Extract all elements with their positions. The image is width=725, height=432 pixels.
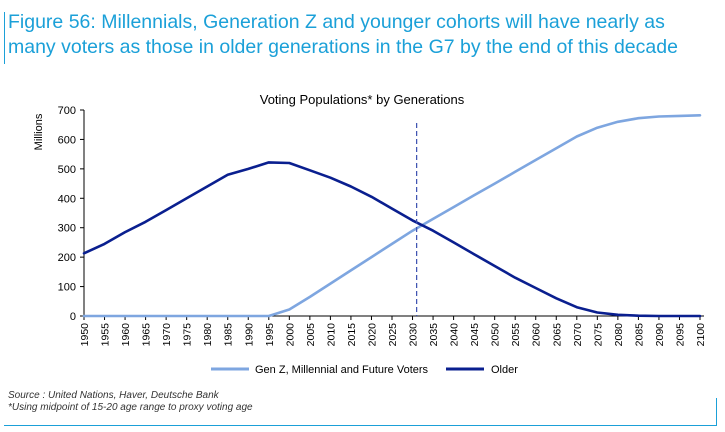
x-tick-label: 1965 [141,323,153,347]
x-tick-label: 2050 [490,323,502,347]
x-tick-label: 2085 [633,323,645,347]
chart-title: Voting Populations* by Generations [260,92,465,107]
y-tick-label: 500 [58,164,76,176]
x-tick-label: 2065 [551,323,563,347]
source-note: Source : United Nations, Haver, Deutsche… [8,390,219,401]
x-tick-label: 2000 [284,323,296,347]
x-tick-label: 1970 [161,323,173,347]
footnote: *Using midpoint of 15-20 age range to pr… [8,402,253,413]
x-tick-label: 2090 [654,323,666,347]
x-tick-label: 2070 [572,323,584,347]
x-tick-label: 2095 [674,323,686,347]
x-tick-label: 2010 [325,323,337,347]
footer: Source : United Nations, Haver, Deutsche… [8,390,708,414]
x-tick-label: 2045 [469,323,481,347]
x-tick-label: 2025 [387,323,399,347]
x-tick-label: 2035 [428,323,440,347]
series-line-gen-z-millennial [82,113,702,318]
chart: Voting Populations* by Generations Milli… [33,92,707,376]
x-tick-label: 1960 [120,323,132,347]
x-tick-label: 2020 [366,323,378,347]
y-tick-label: 100 [58,282,76,294]
legend-label: Gen Z, Millennial and Future Voters [255,364,429,376]
x-tick-label: 1975 [182,323,194,347]
x-tick-label: 2030 [408,323,420,347]
y-tick-label: 200 [58,252,76,264]
x-tick-label: 2075 [592,323,604,347]
y-axis-label: Millions [33,113,45,150]
x-tick-label: 2055 [510,323,522,347]
x-tick-label: 2005 [305,323,317,347]
series-line-older [82,161,702,318]
legend-label: Older [491,364,518,376]
y-tick-label: 400 [58,193,76,205]
x-tick-label: 1955 [100,323,112,347]
x-tick-label: 2060 [531,323,543,347]
x-tick-label: 2080 [613,323,625,347]
y-tick-label: 0 [70,311,76,323]
y-tick-label: 700 [58,105,76,117]
x-tick-label: 1990 [243,323,255,347]
figure-title: Figure 56: Millennials, Generation Z and… [8,11,678,58]
x-tick-label: 1995 [264,323,276,347]
x-tick-label: 2015 [346,323,358,347]
title-accent-rule [4,12,5,64]
x-tick-label: 1980 [202,323,214,347]
axes: 0 100 200 300 400 500 600 700 1950 1955 1960 1965 19… [58,105,707,346]
legend: Gen Z, Millennial and Future Voters Older [211,364,518,376]
bottom-accent-rule-right [716,398,717,426]
x-tick-label: 2100 [695,323,707,347]
plot-area [82,113,702,318]
y-tick-label: 600 [58,134,76,146]
y-tick-label: 300 [58,223,76,235]
bottom-accent-rule [4,425,716,426]
x-tick-label: 2040 [449,323,461,347]
x-tick-label: 1950 [79,323,91,347]
x-tick-label: 1985 [223,323,235,347]
